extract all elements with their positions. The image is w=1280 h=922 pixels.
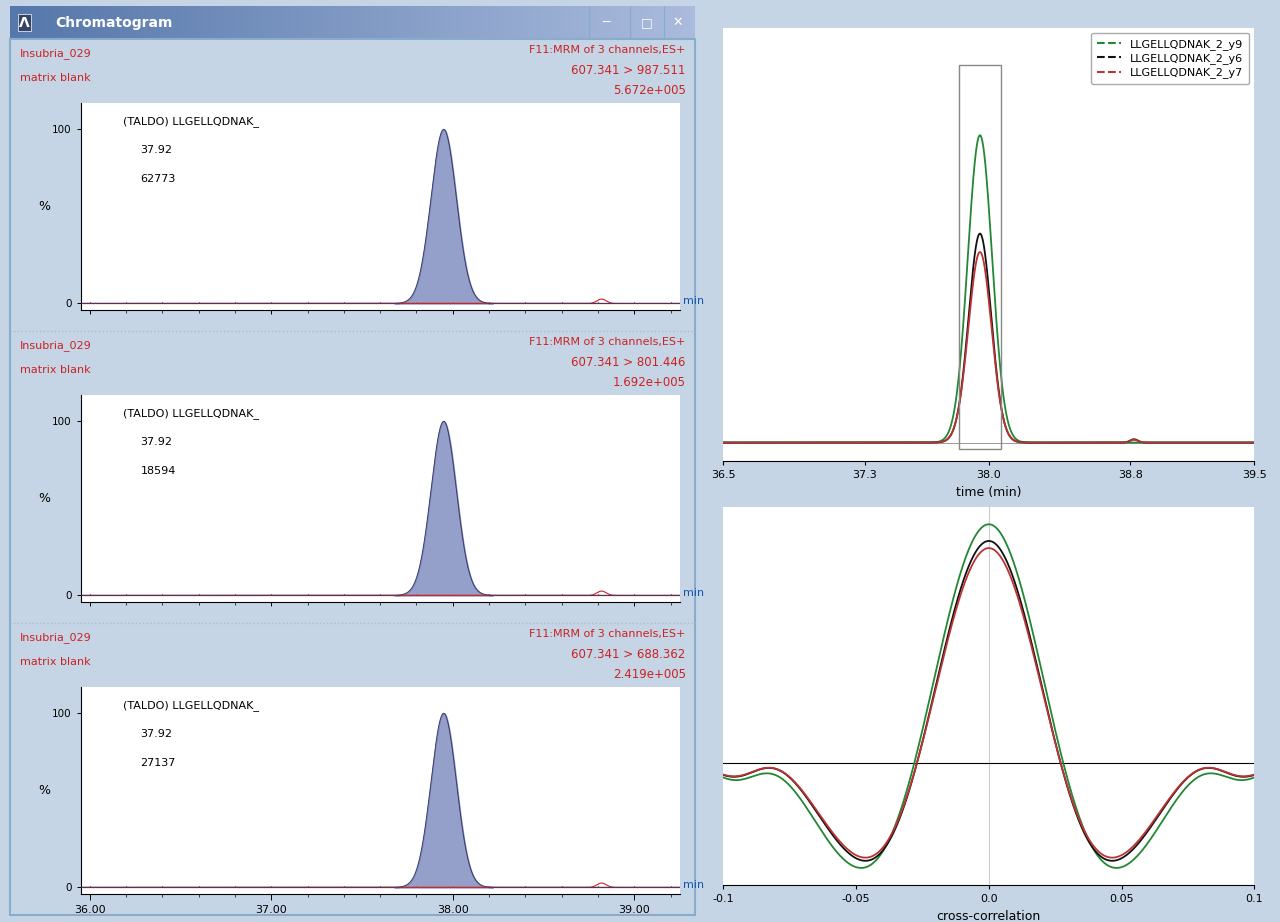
LLGELLQDNAK_2_y7 xyxy=(808,437,823,448)
Text: 18594: 18594 xyxy=(141,466,175,476)
Text: □: □ xyxy=(641,16,653,30)
LLGELLQDNAK_2_y9 xyxy=(716,437,731,448)
Text: %: % xyxy=(38,492,51,505)
X-axis label: time (min): time (min) xyxy=(956,486,1021,499)
LLGELLQDNAK_2_y9 xyxy=(808,437,823,448)
LLGELLQDNAK_2_y6 xyxy=(808,437,823,448)
LLGELLQDNAK_2_y6 xyxy=(1247,437,1262,448)
LLGELLQDNAK_2_y7 xyxy=(1247,437,1262,448)
Text: %: % xyxy=(38,785,51,798)
X-axis label: cross-correlation: cross-correlation xyxy=(937,910,1041,922)
Text: %: % xyxy=(38,200,51,213)
LLGELLQDNAK_2_y7 xyxy=(973,246,988,257)
Text: Chromatogram: Chromatogram xyxy=(55,16,172,30)
Text: F11:MRM of 3 channels,ES+: F11:MRM of 3 channels,ES+ xyxy=(530,629,686,639)
Text: ✕: ✕ xyxy=(673,16,684,30)
LLGELLQDNAK_2_y9 xyxy=(776,437,791,448)
Line: LLGELLQDNAK_2_y6: LLGELLQDNAK_2_y6 xyxy=(723,233,1254,443)
Text: (TALDO) LLGELLQDNAK_: (TALDO) LLGELLQDNAK_ xyxy=(123,700,259,711)
LLGELLQDNAK_2_y7 xyxy=(776,437,791,448)
Text: 37.92: 37.92 xyxy=(141,437,173,446)
LLGELLQDNAK_2_y7 xyxy=(919,437,934,448)
Text: matrix blank: matrix blank xyxy=(19,73,90,83)
Text: min: min xyxy=(682,588,704,598)
Text: (TALDO) LLGELLQDNAK_: (TALDO) LLGELLQDNAK_ xyxy=(123,408,259,419)
Text: Insubria_029: Insubria_029 xyxy=(19,632,91,644)
Text: Λ: Λ xyxy=(19,16,29,30)
LLGELLQDNAK_2_y9 xyxy=(1236,437,1252,448)
Text: matrix blank: matrix blank xyxy=(19,656,90,667)
Text: 607.341 > 987.511: 607.341 > 987.511 xyxy=(571,64,686,77)
Text: Insubria_029: Insubria_029 xyxy=(19,340,91,351)
Text: matrix blank: matrix blank xyxy=(19,364,90,374)
Text: F11:MRM of 3 channels,ES+: F11:MRM of 3 channels,ES+ xyxy=(530,337,686,347)
LLGELLQDNAK_2_y6 xyxy=(973,228,988,239)
Text: 37.92: 37.92 xyxy=(141,728,173,739)
LLGELLQDNAK_2_y6 xyxy=(942,431,957,442)
Text: ─: ─ xyxy=(603,16,609,30)
LLGELLQDNAK_2_y6 xyxy=(1236,437,1252,448)
Text: (TALDO) LLGELLQDNAK_: (TALDO) LLGELLQDNAK_ xyxy=(123,115,259,126)
Text: 27137: 27137 xyxy=(141,758,175,768)
Text: 5.672e+005: 5.672e+005 xyxy=(613,85,686,98)
Text: 1.692e+005: 1.692e+005 xyxy=(613,376,686,389)
LLGELLQDNAK_2_y6 xyxy=(716,437,731,448)
Text: 2.419e+005: 2.419e+005 xyxy=(613,668,686,681)
Text: 37.92: 37.92 xyxy=(141,145,173,155)
Text: Insubria_029: Insubria_029 xyxy=(19,48,91,59)
LLGELLQDNAK_2_y9 xyxy=(942,423,957,434)
Bar xyxy=(959,65,1001,449)
Text: 607.341 > 688.362: 607.341 > 688.362 xyxy=(571,648,686,661)
LLGELLQDNAK_2_y9 xyxy=(919,437,934,448)
LLGELLQDNAK_2_y7 xyxy=(1236,437,1252,448)
LLGELLQDNAK_2_y7 xyxy=(716,437,731,448)
LLGELLQDNAK_2_y6 xyxy=(1179,437,1194,448)
LLGELLQDNAK_2_y6 xyxy=(919,437,934,448)
LLGELLQDNAK_2_y6 xyxy=(776,437,791,448)
LLGELLQDNAK_2_y7 xyxy=(1179,437,1194,448)
LLGELLQDNAK_2_y9 xyxy=(973,130,988,141)
LLGELLQDNAK_2_y7 xyxy=(942,431,957,442)
Legend: LLGELLQDNAK_2_y9, LLGELLQDNAK_2_y6, LLGELLQDNAK_2_y7: LLGELLQDNAK_2_y9, LLGELLQDNAK_2_y6, LLGE… xyxy=(1091,33,1249,84)
Text: min: min xyxy=(682,881,704,891)
LLGELLQDNAK_2_y9 xyxy=(1247,437,1262,448)
Text: 607.341 > 801.446: 607.341 > 801.446 xyxy=(571,356,686,369)
Text: F11:MRM of 3 channels,ES+: F11:MRM of 3 channels,ES+ xyxy=(530,44,686,54)
Line: LLGELLQDNAK_2_y7: LLGELLQDNAK_2_y7 xyxy=(723,252,1254,443)
LLGELLQDNAK_2_y9 xyxy=(1179,437,1194,448)
Line: LLGELLQDNAK_2_y9: LLGELLQDNAK_2_y9 xyxy=(723,136,1254,443)
Text: 62773: 62773 xyxy=(141,173,175,183)
Text: min: min xyxy=(682,296,704,306)
